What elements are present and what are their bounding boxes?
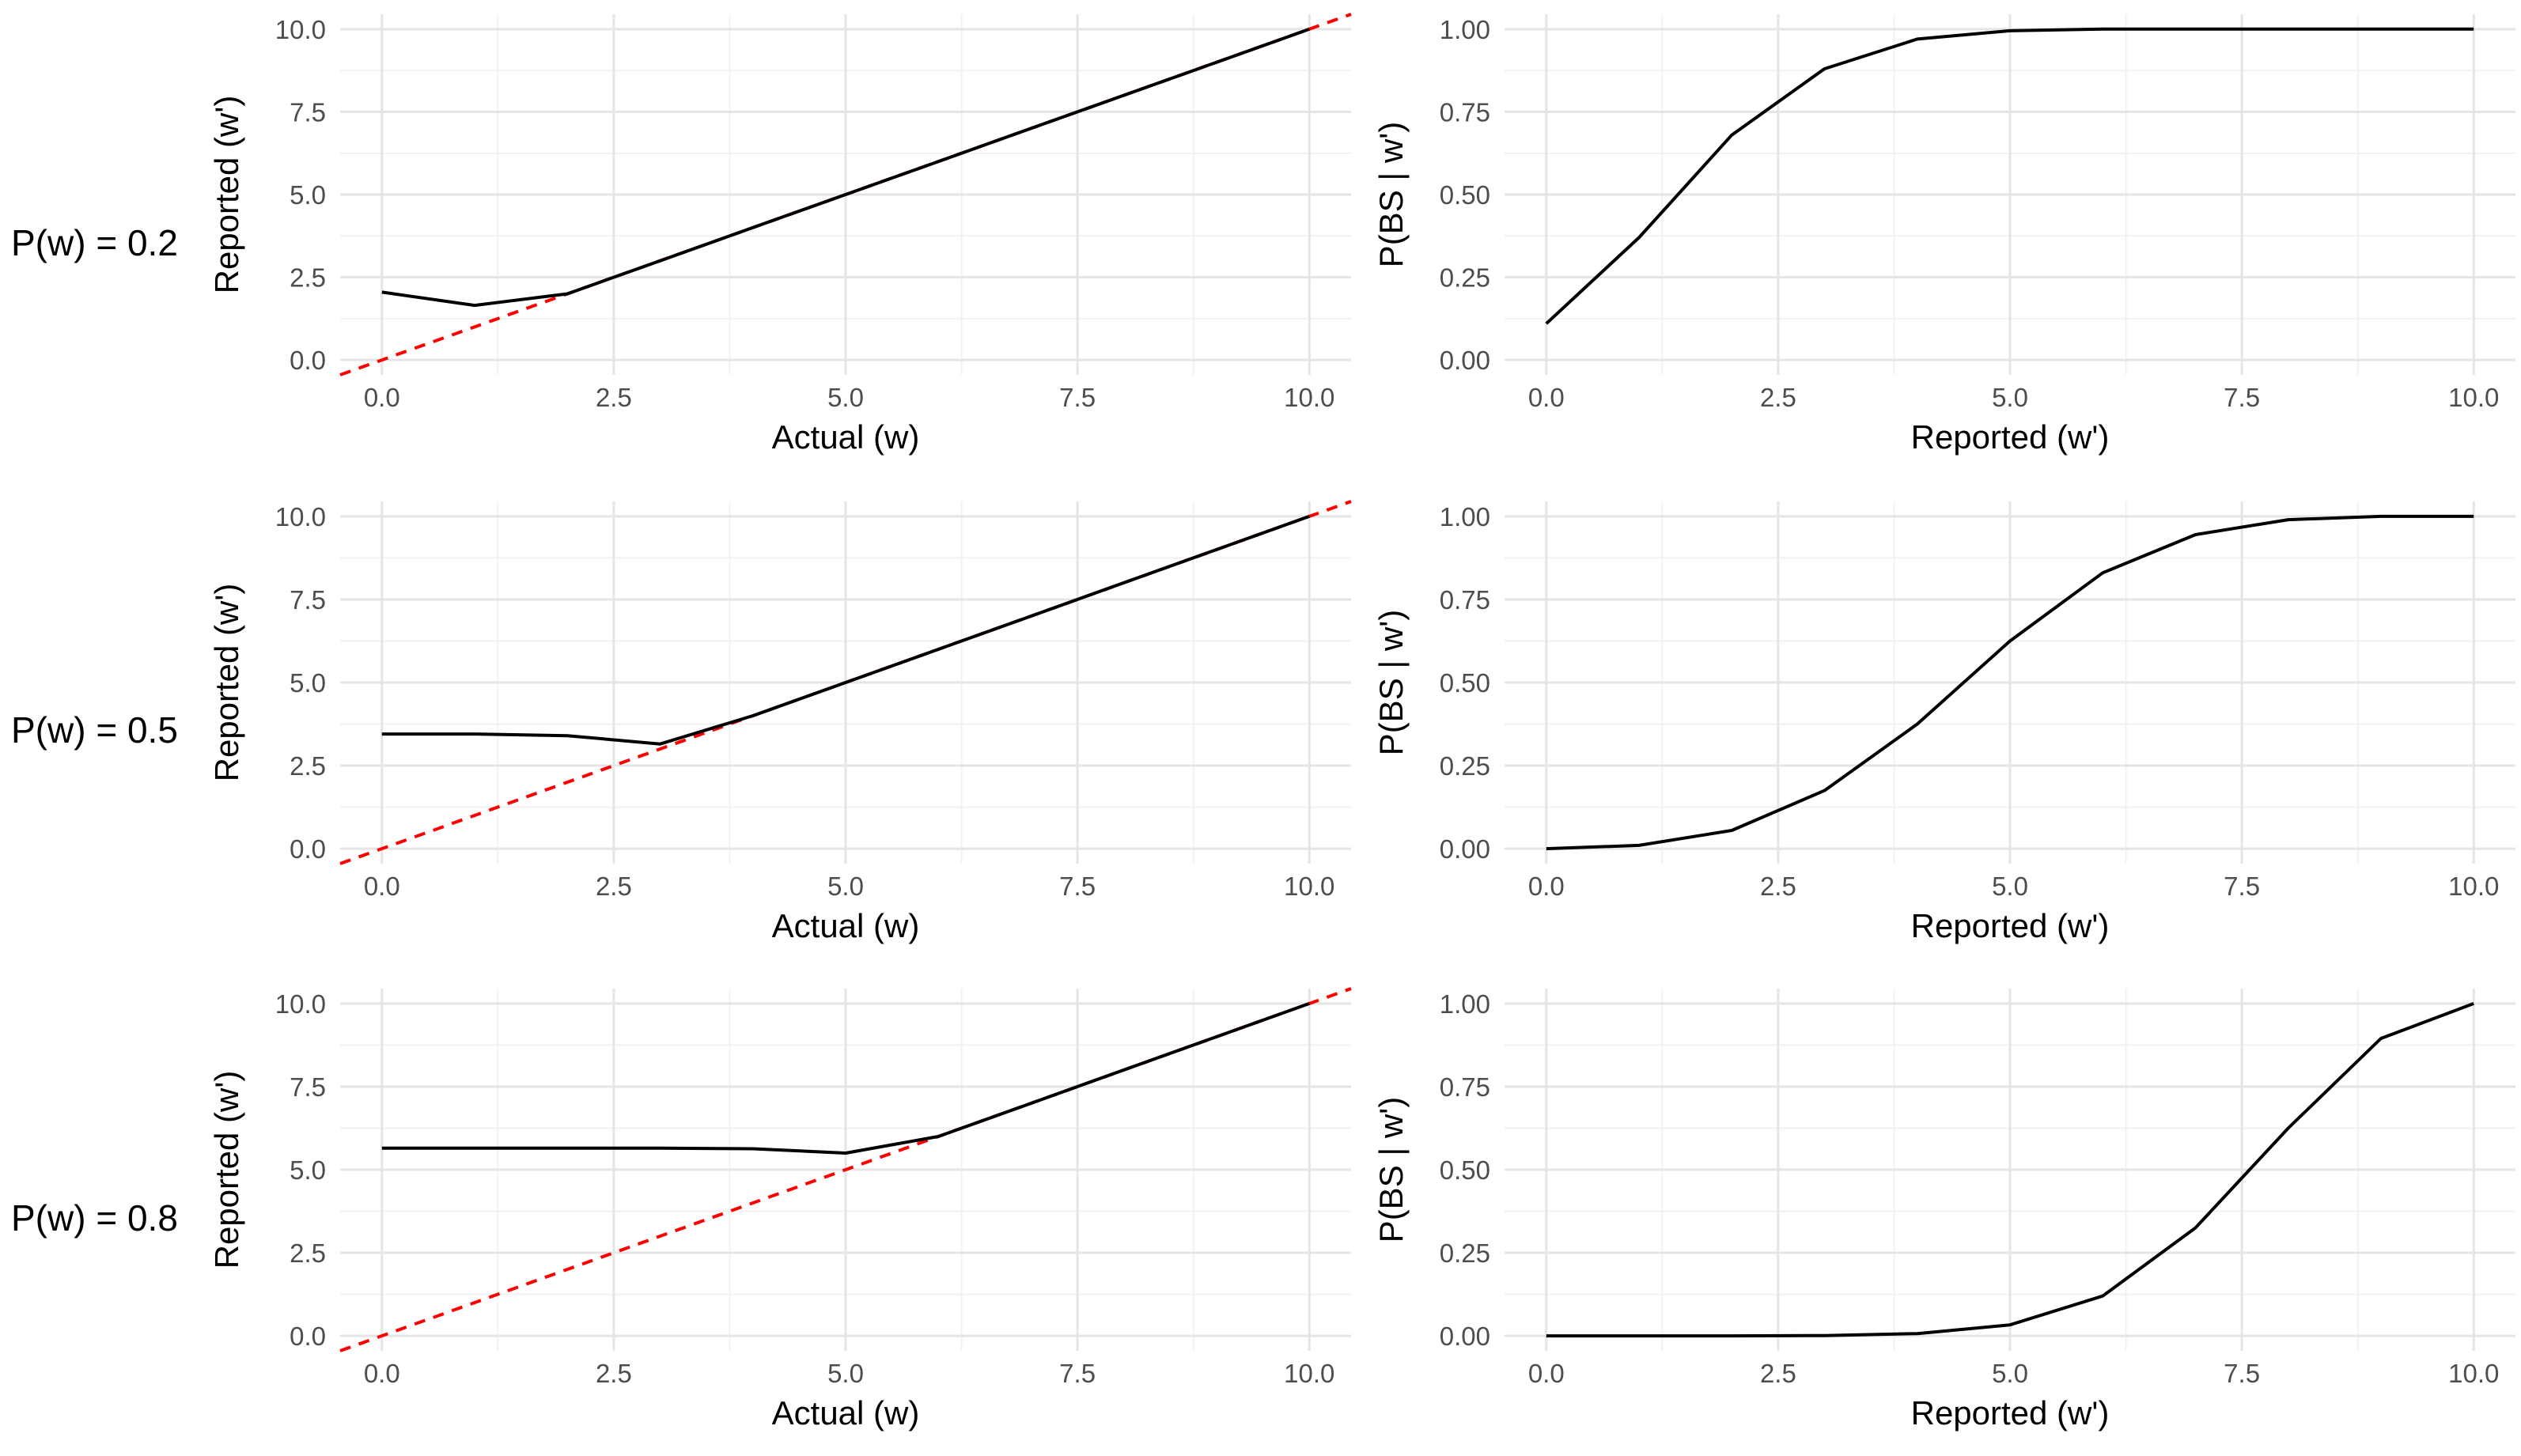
series-line-0 xyxy=(381,27,1310,308)
y-tick-label: 0.25 xyxy=(1440,1239,1490,1268)
x-tick-label: 7.5 xyxy=(1059,383,1096,412)
y-tick-label: 7.5 xyxy=(290,585,326,615)
y-tick-label: 5.0 xyxy=(290,1155,326,1185)
y-axis-title: Reported (w') xyxy=(208,1071,245,1269)
y-tick-label: 0.0 xyxy=(290,834,326,864)
y-tick-label: 1.00 xyxy=(1440,502,1490,531)
x-axis-title: Actual (w) xyxy=(772,1394,920,1431)
x-tick-label: 10.0 xyxy=(2448,383,2499,412)
row-label-1: P(w) = 0.5 xyxy=(11,709,178,751)
y-tick-label: 0.75 xyxy=(1440,1072,1490,1102)
x-axis-title: Actual (w) xyxy=(772,907,920,944)
y-axis-title: P(BS | w') xyxy=(1372,122,1410,268)
series-line-0 xyxy=(1546,514,2474,851)
x-tick-label: 2.5 xyxy=(1760,383,1796,412)
y-tick-label: 10.0 xyxy=(275,15,326,44)
row-label-2: P(w) = 0.8 xyxy=(11,1197,178,1239)
x-tick-label: 2.5 xyxy=(596,383,632,412)
y-tick-label: 0.0 xyxy=(290,1322,326,1351)
x-axis-title: Reported (w') xyxy=(1911,907,2110,944)
x-tick-label: 0.0 xyxy=(364,872,400,901)
panel-4: 0.0 2.5 5.0 7.5 10.0 0.0 2.5 5.0 7.5 10.0 Actual (… xyxy=(208,987,1352,1431)
series-line-0 xyxy=(1546,1002,2474,1338)
y-tick-label: 5.0 xyxy=(290,180,326,210)
x-tick-label: 5.0 xyxy=(1992,383,2028,412)
y-tick-label: 1.00 xyxy=(1440,989,1490,1019)
x-tick-label: 7.5 xyxy=(1059,872,1096,901)
x-tick-label: 0.0 xyxy=(1528,383,1565,412)
panel-0: 0.0 2.5 5.0 7.5 10.0 0.0 2.5 5.0 7.5 10.0 Actual (… xyxy=(208,13,1352,456)
series-line-0 xyxy=(1545,27,2474,325)
x-tick-label: 7.5 xyxy=(2224,1359,2260,1388)
panel-5: 0.0 2.5 5.0 7.5 10.0 0.00 0.25 0.50 0.75 1.00 Repo… xyxy=(1372,989,2515,1431)
x-tick-label: 10.0 xyxy=(2448,1359,2499,1388)
x-tick-label: 5.0 xyxy=(827,872,864,901)
y-tick-label: 2.5 xyxy=(290,263,326,293)
y-axis-title: P(BS | w') xyxy=(1372,610,1410,756)
x-tick-label: 7.5 xyxy=(2224,383,2260,412)
y-tick-label: 1.00 xyxy=(1440,15,1490,44)
x-tick-label: 10.0 xyxy=(2448,872,2499,901)
y-tick-label: 2.5 xyxy=(290,751,326,781)
y-tick-label: 10.0 xyxy=(275,502,326,531)
y-tick-label: 0.75 xyxy=(1440,585,1490,615)
y-tick-label: 0.25 xyxy=(1440,751,1490,781)
y-tick-label: 0.25 xyxy=(1440,263,1490,293)
x-tick-label: 2.5 xyxy=(1760,872,1796,901)
panel-2: 0.0 2.5 5.0 7.5 10.0 0.0 2.5 5.0 7.5 10.0 Actual (… xyxy=(208,500,1352,944)
x-tick-label: 0.0 xyxy=(1528,1359,1565,1388)
y-tick-label: 0.00 xyxy=(1440,1322,1490,1351)
row-label-0: P(w) = 0.2 xyxy=(11,222,178,263)
x-tick-label: 5.0 xyxy=(827,1359,864,1388)
x-tick-label: 0.0 xyxy=(364,1359,400,1388)
y-tick-label: 0.0 xyxy=(290,346,326,375)
y-tick-label: 0.00 xyxy=(1440,346,1490,375)
y-tick-label: 7.5 xyxy=(290,97,326,127)
x-tick-label: 5.0 xyxy=(1992,872,2028,901)
x-tick-label: 5.0 xyxy=(1992,1359,2028,1388)
y-tick-label: 10.0 xyxy=(275,989,326,1019)
x-tick-label: 7.5 xyxy=(1059,1359,1096,1388)
x-tick-label: 2.5 xyxy=(1760,1359,1796,1388)
x-tick-label: 5.0 xyxy=(827,383,864,412)
y-tick-label: 0.75 xyxy=(1440,97,1490,127)
y-tick-label: 0.50 xyxy=(1440,668,1490,698)
y-tick-label: 0.50 xyxy=(1440,180,1490,210)
series-line-0 xyxy=(381,1002,1310,1155)
x-tick-label: 10.0 xyxy=(1284,383,1334,412)
x-tick-label: 10.0 xyxy=(1284,1359,1334,1388)
x-tick-label: 0.0 xyxy=(1528,872,1565,901)
x-tick-label: 0.0 xyxy=(364,383,400,412)
y-tick-label: 2.5 xyxy=(290,1239,326,1268)
y-tick-label: 0.50 xyxy=(1440,1155,1490,1185)
y-tick-label: 7.5 xyxy=(290,1072,326,1102)
y-axis-title: P(BS | w') xyxy=(1372,1097,1410,1243)
y-axis-title: Reported (w') xyxy=(208,96,245,294)
y-tick-label: 5.0 xyxy=(290,668,326,698)
x-axis-title: Reported (w') xyxy=(1911,1394,2110,1431)
x-axis-title: Actual (w) xyxy=(772,418,920,456)
x-axis-title: Reported (w') xyxy=(1911,418,2110,456)
y-axis-title: Reported (w') xyxy=(208,584,245,782)
x-tick-label: 7.5 xyxy=(2224,872,2260,901)
panel-1: 0.0 2.5 5.0 7.5 10.0 0.00 0.25 0.50 0.75 1.00 Repo… xyxy=(1372,14,2515,456)
x-tick-label: 10.0 xyxy=(1284,872,1334,901)
panel-3: 0.0 2.5 5.0 7.5 10.0 0.00 0.25 0.50 0.75 1.00 Repo… xyxy=(1372,501,2515,944)
series-line-0 xyxy=(381,515,1310,746)
x-tick-label: 2.5 xyxy=(596,872,632,901)
y-tick-label: 0.00 xyxy=(1440,834,1490,864)
x-tick-label: 2.5 xyxy=(596,1359,632,1388)
